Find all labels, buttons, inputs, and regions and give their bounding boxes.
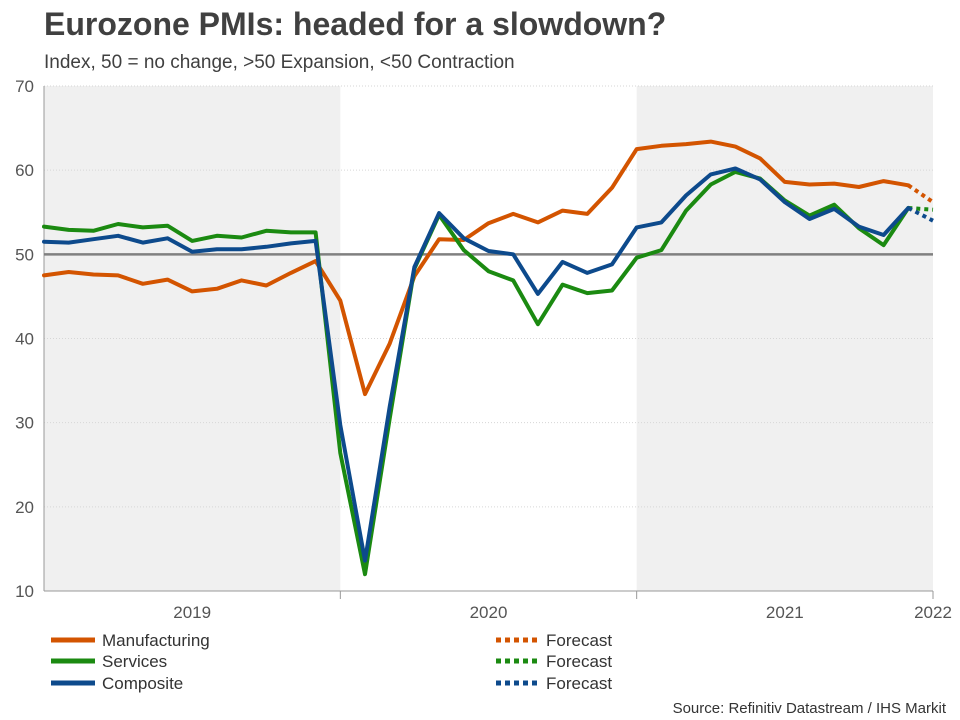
chart-source-note: Source: Refinitiv Datastream / IHS Marki… bbox=[672, 700, 946, 717]
x-tick-label-2019: 2019 bbox=[173, 603, 211, 622]
shade-2021 bbox=[636, 86, 933, 591]
y-tick-label-10: 10 bbox=[15, 582, 34, 601]
x-tick-label-2022: 2022 bbox=[914, 603, 952, 622]
legend-label-services: Services bbox=[102, 652, 167, 671]
axes-layer: 10 20 30 40 50 60 70 2019 2020 2021 2022 bbox=[15, 77, 952, 622]
shade-2019 bbox=[44, 86, 341, 591]
legend-label-composite: Composite bbox=[102, 674, 183, 693]
chart-subtitle: Index, 50 = no change, >50 Expansion, <5… bbox=[44, 52, 515, 73]
legend: Manufacturing Forecast Services Forecast Com… bbox=[51, 631, 612, 693]
y-tick-label-50: 50 bbox=[15, 245, 34, 264]
y-tick-label-60: 60 bbox=[15, 161, 34, 180]
y-tick-label-70: 70 bbox=[15, 77, 34, 96]
manufacturing-forecast-line bbox=[907, 183, 935, 204]
legend-label-composite-forecast: Forecast bbox=[546, 674, 612, 693]
x-tick-label-2020: 2020 bbox=[470, 603, 508, 622]
y-tick-label-30: 30 bbox=[15, 414, 34, 433]
legend-label-manufacturing-forecast: Forecast bbox=[546, 631, 612, 650]
legend-label-services-forecast: Forecast bbox=[546, 652, 612, 671]
y-tick-label-40: 40 bbox=[15, 330, 34, 349]
manufacturing-line bbox=[42, 139, 911, 397]
pmi-line-chart: 10 20 30 40 50 60 70 2019 2020 2021 2022 Manufactu… bbox=[15, 77, 952, 693]
composite-line bbox=[42, 166, 911, 563]
series-layer bbox=[42, 139, 935, 577]
legend-label-manufacturing: Manufacturing bbox=[102, 631, 210, 650]
y-tick-label-20: 20 bbox=[15, 498, 34, 517]
chart-title: Eurozone PMIs: headed for a slowdown? bbox=[44, 6, 667, 42]
x-tick-label-2021: 2021 bbox=[766, 603, 804, 622]
